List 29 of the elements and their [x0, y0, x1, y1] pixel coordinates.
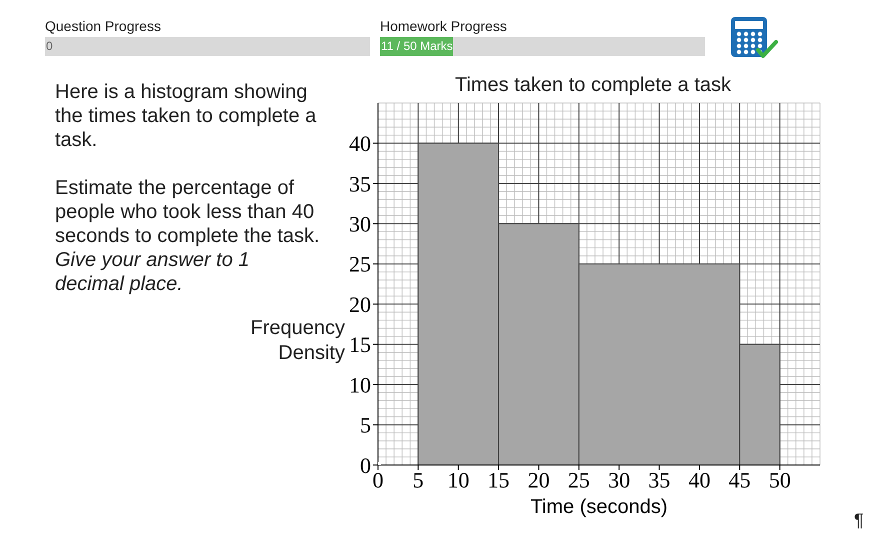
x-tick-label: 25 [568, 468, 590, 493]
y-tick-label: 10 [349, 372, 371, 398]
text: Estimate the percentage of people who took less than 40 seconds to complete the task. [55, 176, 321, 248]
y-tick-label: 25 [349, 252, 371, 277]
y-tick-label: 15 [349, 332, 371, 358]
text: 0 [45, 39, 53, 53]
x-tick-label: 20 [528, 468, 550, 493]
chart-title: Times taken to complete a task [454, 74, 732, 97]
x-tick-label: 15 [488, 468, 510, 493]
y-tick-label: 20 [349, 292, 371, 317]
y-tick-label: 30 [349, 211, 371, 236]
x-tick-label: 40 [688, 468, 710, 493]
x-tick-label: 45 [728, 468, 751, 493]
text: 11 / 50 Marks [380, 37, 453, 56]
x-tick-label: 10 [447, 468, 470, 493]
text: ¶ [854, 510, 864, 531]
text: Give your answer to 1 decimal place. [55, 248, 251, 296]
x-tick-label: 35 [648, 468, 670, 493]
y-axis-title: Frequency Density [250, 316, 345, 366]
x-axis-title: Time (seconds) [530, 496, 668, 518]
y-tick-label: 40 [349, 131, 371, 156]
text: Here is a histogram showing the times taken to complete a task. [55, 80, 318, 152]
x-tick-label: 5 [412, 468, 424, 493]
y-tick-label: 5 [360, 412, 371, 438]
x-tick-label: 50 [768, 468, 791, 493]
text: Question Progress [45, 18, 161, 34]
x-tick-label: 30 [608, 468, 630, 493]
y-tick-label: 35 [349, 171, 371, 196]
text: Homework Progress [380, 18, 507, 34]
